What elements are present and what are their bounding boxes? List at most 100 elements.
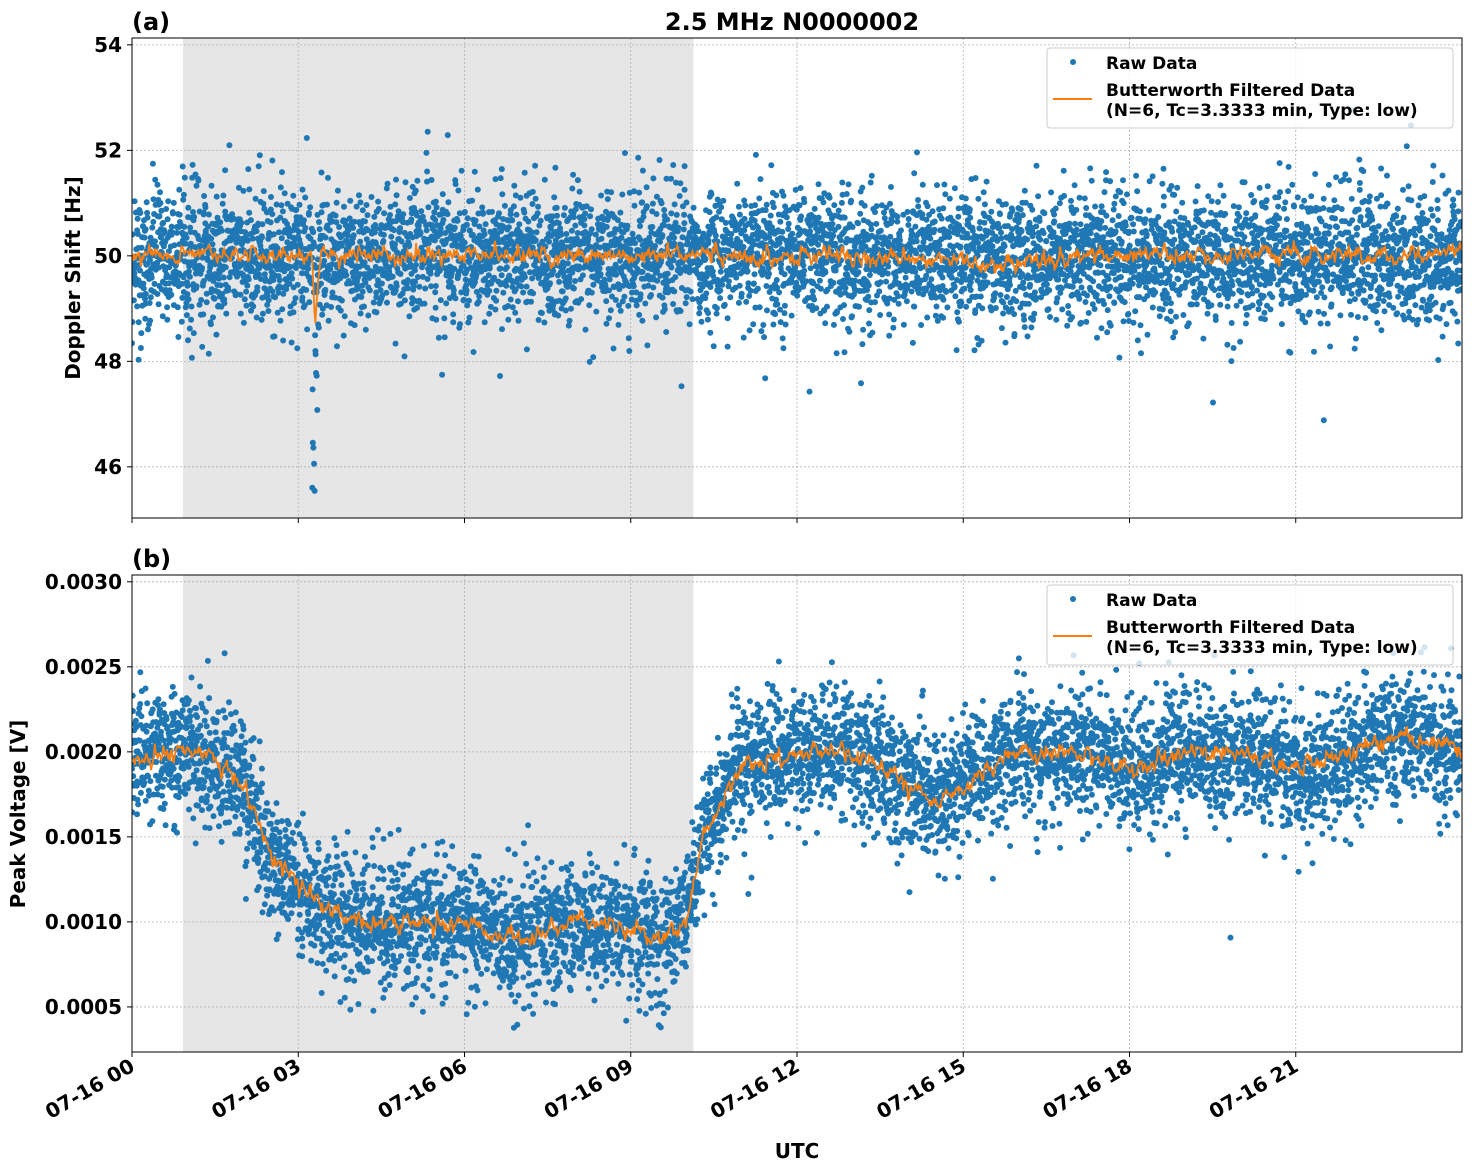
- raw-data-point: [670, 301, 676, 307]
- raw-data-point: [934, 182, 940, 188]
- raw-data-point: [321, 258, 327, 264]
- raw-data-point: [664, 217, 670, 223]
- raw-data-point: [387, 212, 393, 218]
- raw-data-point: [502, 203, 508, 209]
- raw-data-point: [1028, 324, 1034, 330]
- raw-data-point: [357, 239, 363, 245]
- raw-data-point: [869, 330, 875, 336]
- raw-data-point: [370, 273, 376, 279]
- raw-data-point: [164, 317, 170, 323]
- raw-data-point: [779, 229, 785, 235]
- raw-data-point: [1003, 340, 1009, 346]
- raw-data-point: [429, 177, 435, 183]
- raw-data-point: [505, 317, 511, 323]
- raw-data-point: [909, 289, 915, 295]
- raw-data-point: [473, 218, 479, 224]
- raw-data-point: [1146, 207, 1152, 213]
- raw-data-point: [1184, 243, 1190, 249]
- raw-data-point: [657, 157, 663, 163]
- raw-data-point: [1160, 307, 1166, 313]
- raw-data-point: [186, 296, 192, 302]
- raw-data-point: [888, 184, 894, 190]
- raw-data-point: [852, 278, 858, 284]
- raw-data-point: [1107, 284, 1113, 290]
- raw-data-point: [448, 279, 454, 285]
- raw-data-point: [946, 234, 952, 240]
- raw-data-point: [665, 271, 671, 277]
- raw-data-point: [493, 298, 499, 304]
- raw-data-point: [928, 276, 934, 282]
- raw-data-point: [653, 314, 659, 320]
- raw-data-point: [1098, 262, 1104, 268]
- raw-data-point: [511, 183, 517, 189]
- raw-data-point: [1043, 238, 1049, 244]
- raw-data-point: [246, 276, 252, 282]
- raw-data-point: [425, 204, 431, 210]
- raw-data-point: [866, 247, 872, 253]
- raw-data-point: [872, 209, 878, 215]
- raw-data-point: [1168, 308, 1174, 314]
- raw-data-point: [1102, 189, 1108, 195]
- raw-data-point: [967, 215, 973, 221]
- raw-data-point: [213, 332, 219, 338]
- raw-data-point: [608, 189, 614, 195]
- raw-data-point: [225, 287, 231, 293]
- raw-data-point: [223, 264, 229, 270]
- raw-data-point: [606, 315, 612, 321]
- raw-data-point: [351, 232, 357, 238]
- raw-data-point: [461, 297, 467, 303]
- raw-data-point: [533, 196, 539, 202]
- raw-data-point: [1168, 183, 1174, 189]
- raw-data-point: [280, 338, 286, 344]
- raw-data-point: [403, 179, 409, 185]
- raw-data-point: [497, 266, 503, 272]
- raw-data-point: [390, 274, 396, 280]
- raw-data-point: [319, 312, 325, 318]
- raw-data-point: [1171, 237, 1177, 243]
- raw-data-point: [648, 292, 654, 298]
- raw-data-point: [254, 284, 260, 290]
- raw-data-point: [753, 152, 759, 158]
- raw-data-point: [681, 212, 687, 218]
- raw-data-point: [311, 461, 317, 467]
- raw-data-point: [276, 229, 282, 235]
- raw-data-point: [988, 209, 994, 215]
- raw-data-point: [1106, 293, 1112, 299]
- raw-data-point: [798, 213, 804, 219]
- raw-data-point: [965, 249, 971, 255]
- raw-data-point: [363, 327, 369, 333]
- raw-data-point: [848, 198, 854, 204]
- raw-data-point: [904, 298, 910, 304]
- raw-data-point: [774, 277, 780, 283]
- raw-data-point: [654, 211, 660, 217]
- raw-data-point: [393, 341, 399, 347]
- raw-data-point: [532, 163, 538, 169]
- raw-data-point: [364, 202, 370, 208]
- raw-data-point: [1077, 195, 1083, 201]
- raw-data-point: [327, 227, 333, 233]
- raw-data-point: [679, 383, 685, 389]
- raw-data-point: [1144, 232, 1150, 238]
- raw-data-point: [1082, 195, 1088, 201]
- raw-data-point: [1210, 400, 1216, 406]
- raw-data-point: [855, 220, 861, 226]
- raw-data-point: [220, 193, 226, 199]
- raw-data-point: [199, 265, 205, 271]
- raw-data-point: [798, 185, 804, 191]
- raw-data-point: [1217, 302, 1223, 308]
- raw-data-point: [1046, 306, 1052, 312]
- raw-data-point: [914, 238, 920, 244]
- raw-data-point: [1094, 292, 1100, 298]
- raw-data-point: [834, 350, 840, 356]
- raw-data-point: [925, 203, 931, 209]
- raw-data-point: [1118, 274, 1124, 280]
- raw-data-point: [760, 322, 766, 328]
- raw-data-point: [423, 150, 429, 156]
- raw-data-point: [569, 228, 575, 234]
- raw-data-point: [752, 218, 758, 224]
- raw-data-point: [586, 302, 592, 308]
- raw-data-point: [699, 319, 705, 325]
- raw-data-point: [190, 162, 196, 168]
- raw-data-point: [1090, 278, 1096, 284]
- raw-data-point: [911, 170, 917, 176]
